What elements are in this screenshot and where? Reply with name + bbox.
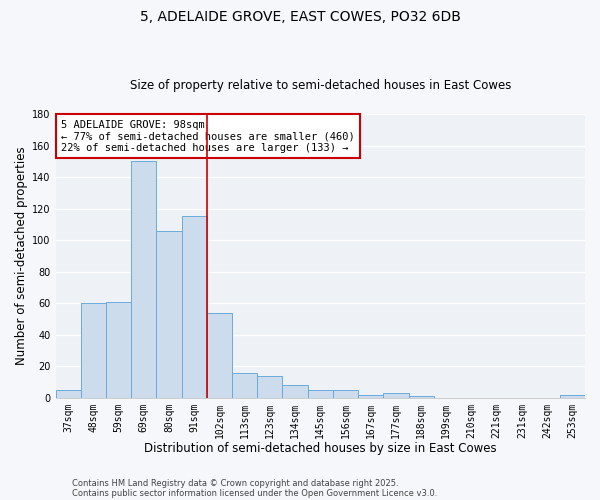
X-axis label: Distribution of semi-detached houses by size in East Cowes: Distribution of semi-detached houses by …: [144, 442, 497, 455]
Bar: [333, 390, 358, 398]
Bar: [131, 162, 157, 398]
Bar: [106, 302, 131, 398]
Bar: [358, 394, 383, 398]
Bar: [560, 394, 585, 398]
Bar: [283, 385, 308, 398]
Text: 5, ADELAIDE GROVE, EAST COWES, PO32 6DB: 5, ADELAIDE GROVE, EAST COWES, PO32 6DB: [140, 10, 460, 24]
Y-axis label: Number of semi-detached properties: Number of semi-detached properties: [15, 146, 28, 365]
Bar: [257, 376, 283, 398]
Bar: [232, 372, 257, 398]
Bar: [409, 396, 434, 398]
Bar: [207, 312, 232, 398]
Text: 5 ADELAIDE GROVE: 98sqm
← 77% of semi-detached houses are smaller (460)
22% of s: 5 ADELAIDE GROVE: 98sqm ← 77% of semi-de…: [61, 120, 355, 153]
Bar: [157, 230, 182, 398]
Bar: [81, 303, 106, 398]
Bar: [56, 390, 81, 398]
Bar: [308, 390, 333, 398]
Title: Size of property relative to semi-detached houses in East Cowes: Size of property relative to semi-detach…: [130, 79, 511, 92]
Text: Contains public sector information licensed under the Open Government Licence v3: Contains public sector information licen…: [72, 488, 437, 498]
Bar: [182, 216, 207, 398]
Text: Contains HM Land Registry data © Crown copyright and database right 2025.: Contains HM Land Registry data © Crown c…: [72, 478, 398, 488]
Bar: [383, 393, 409, 398]
